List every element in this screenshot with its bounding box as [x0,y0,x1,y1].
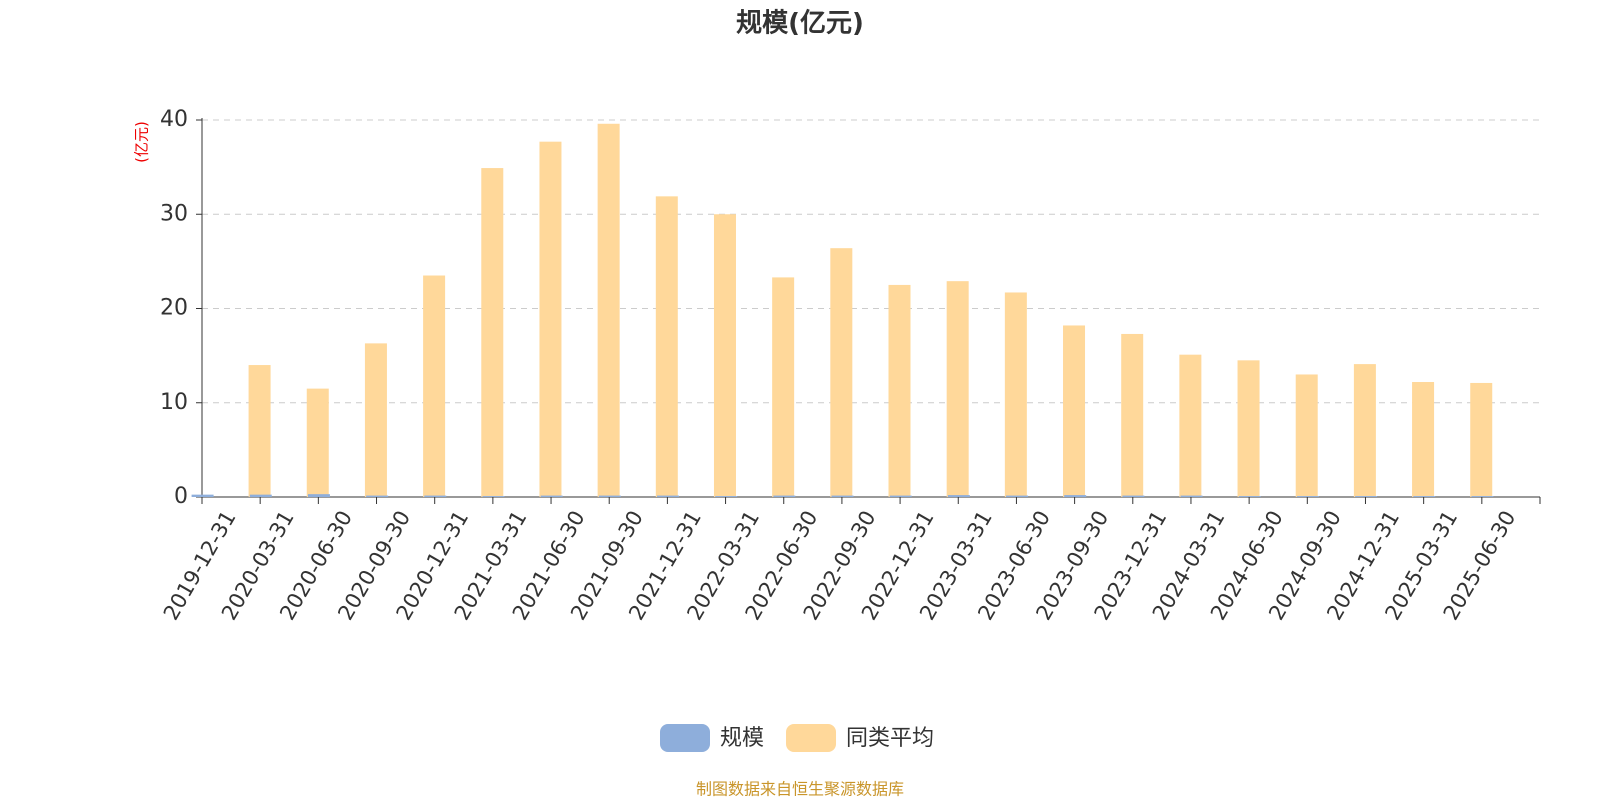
bar [1179,354,1202,497]
bar [540,495,563,497]
y-tick-label: 0 [174,484,188,509]
bar [772,277,795,497]
bar [482,496,505,497]
bar [715,496,738,497]
bar [306,388,329,497]
chart-title: 规模(亿元) [736,9,864,39]
bar [1180,495,1203,497]
bar [1122,495,1145,497]
bar [830,248,853,497]
bar [1412,382,1435,497]
bar [364,343,387,497]
legend-label: 同类平均 [846,726,934,751]
bar [1355,496,1378,497]
y-tick-label: 10 [160,390,188,415]
bar [655,196,678,497]
bar [947,495,970,497]
y-tick-label: 40 [160,107,188,132]
legend-swatch [660,724,710,752]
bar [423,275,446,497]
bar [539,141,562,498]
bar [1121,333,1144,497]
bar [598,495,621,497]
bar [1295,374,1318,497]
bar [1471,496,1494,497]
bar [366,495,389,497]
y-axis-label: (亿元) [133,121,151,163]
bar [946,281,969,497]
bar [1237,360,1260,497]
bar [713,214,736,497]
legend-label: 规模 [720,726,764,751]
bar [249,494,272,497]
bar [831,495,854,497]
source-note: 制图数据来自恒生聚源数据库 [696,780,904,799]
bar [481,168,504,497]
bar [1063,325,1086,497]
bar [1238,496,1261,497]
bar [307,494,330,497]
bar [597,123,620,498]
bar [1004,292,1027,497]
bar [773,495,796,497]
bar [1296,496,1319,497]
bar [889,495,912,497]
legend-swatch [786,724,837,752]
y-tick-label: 20 [160,296,188,321]
bar [1353,364,1376,497]
bar [191,494,214,497]
bar [1470,382,1493,497]
bar [1413,496,1436,497]
bar [656,495,679,497]
bar [424,495,447,497]
bar [888,284,911,497]
bar [248,365,271,497]
bar [1064,495,1087,497]
bar [1006,495,1029,497]
y-tick-label: 30 [160,201,188,226]
